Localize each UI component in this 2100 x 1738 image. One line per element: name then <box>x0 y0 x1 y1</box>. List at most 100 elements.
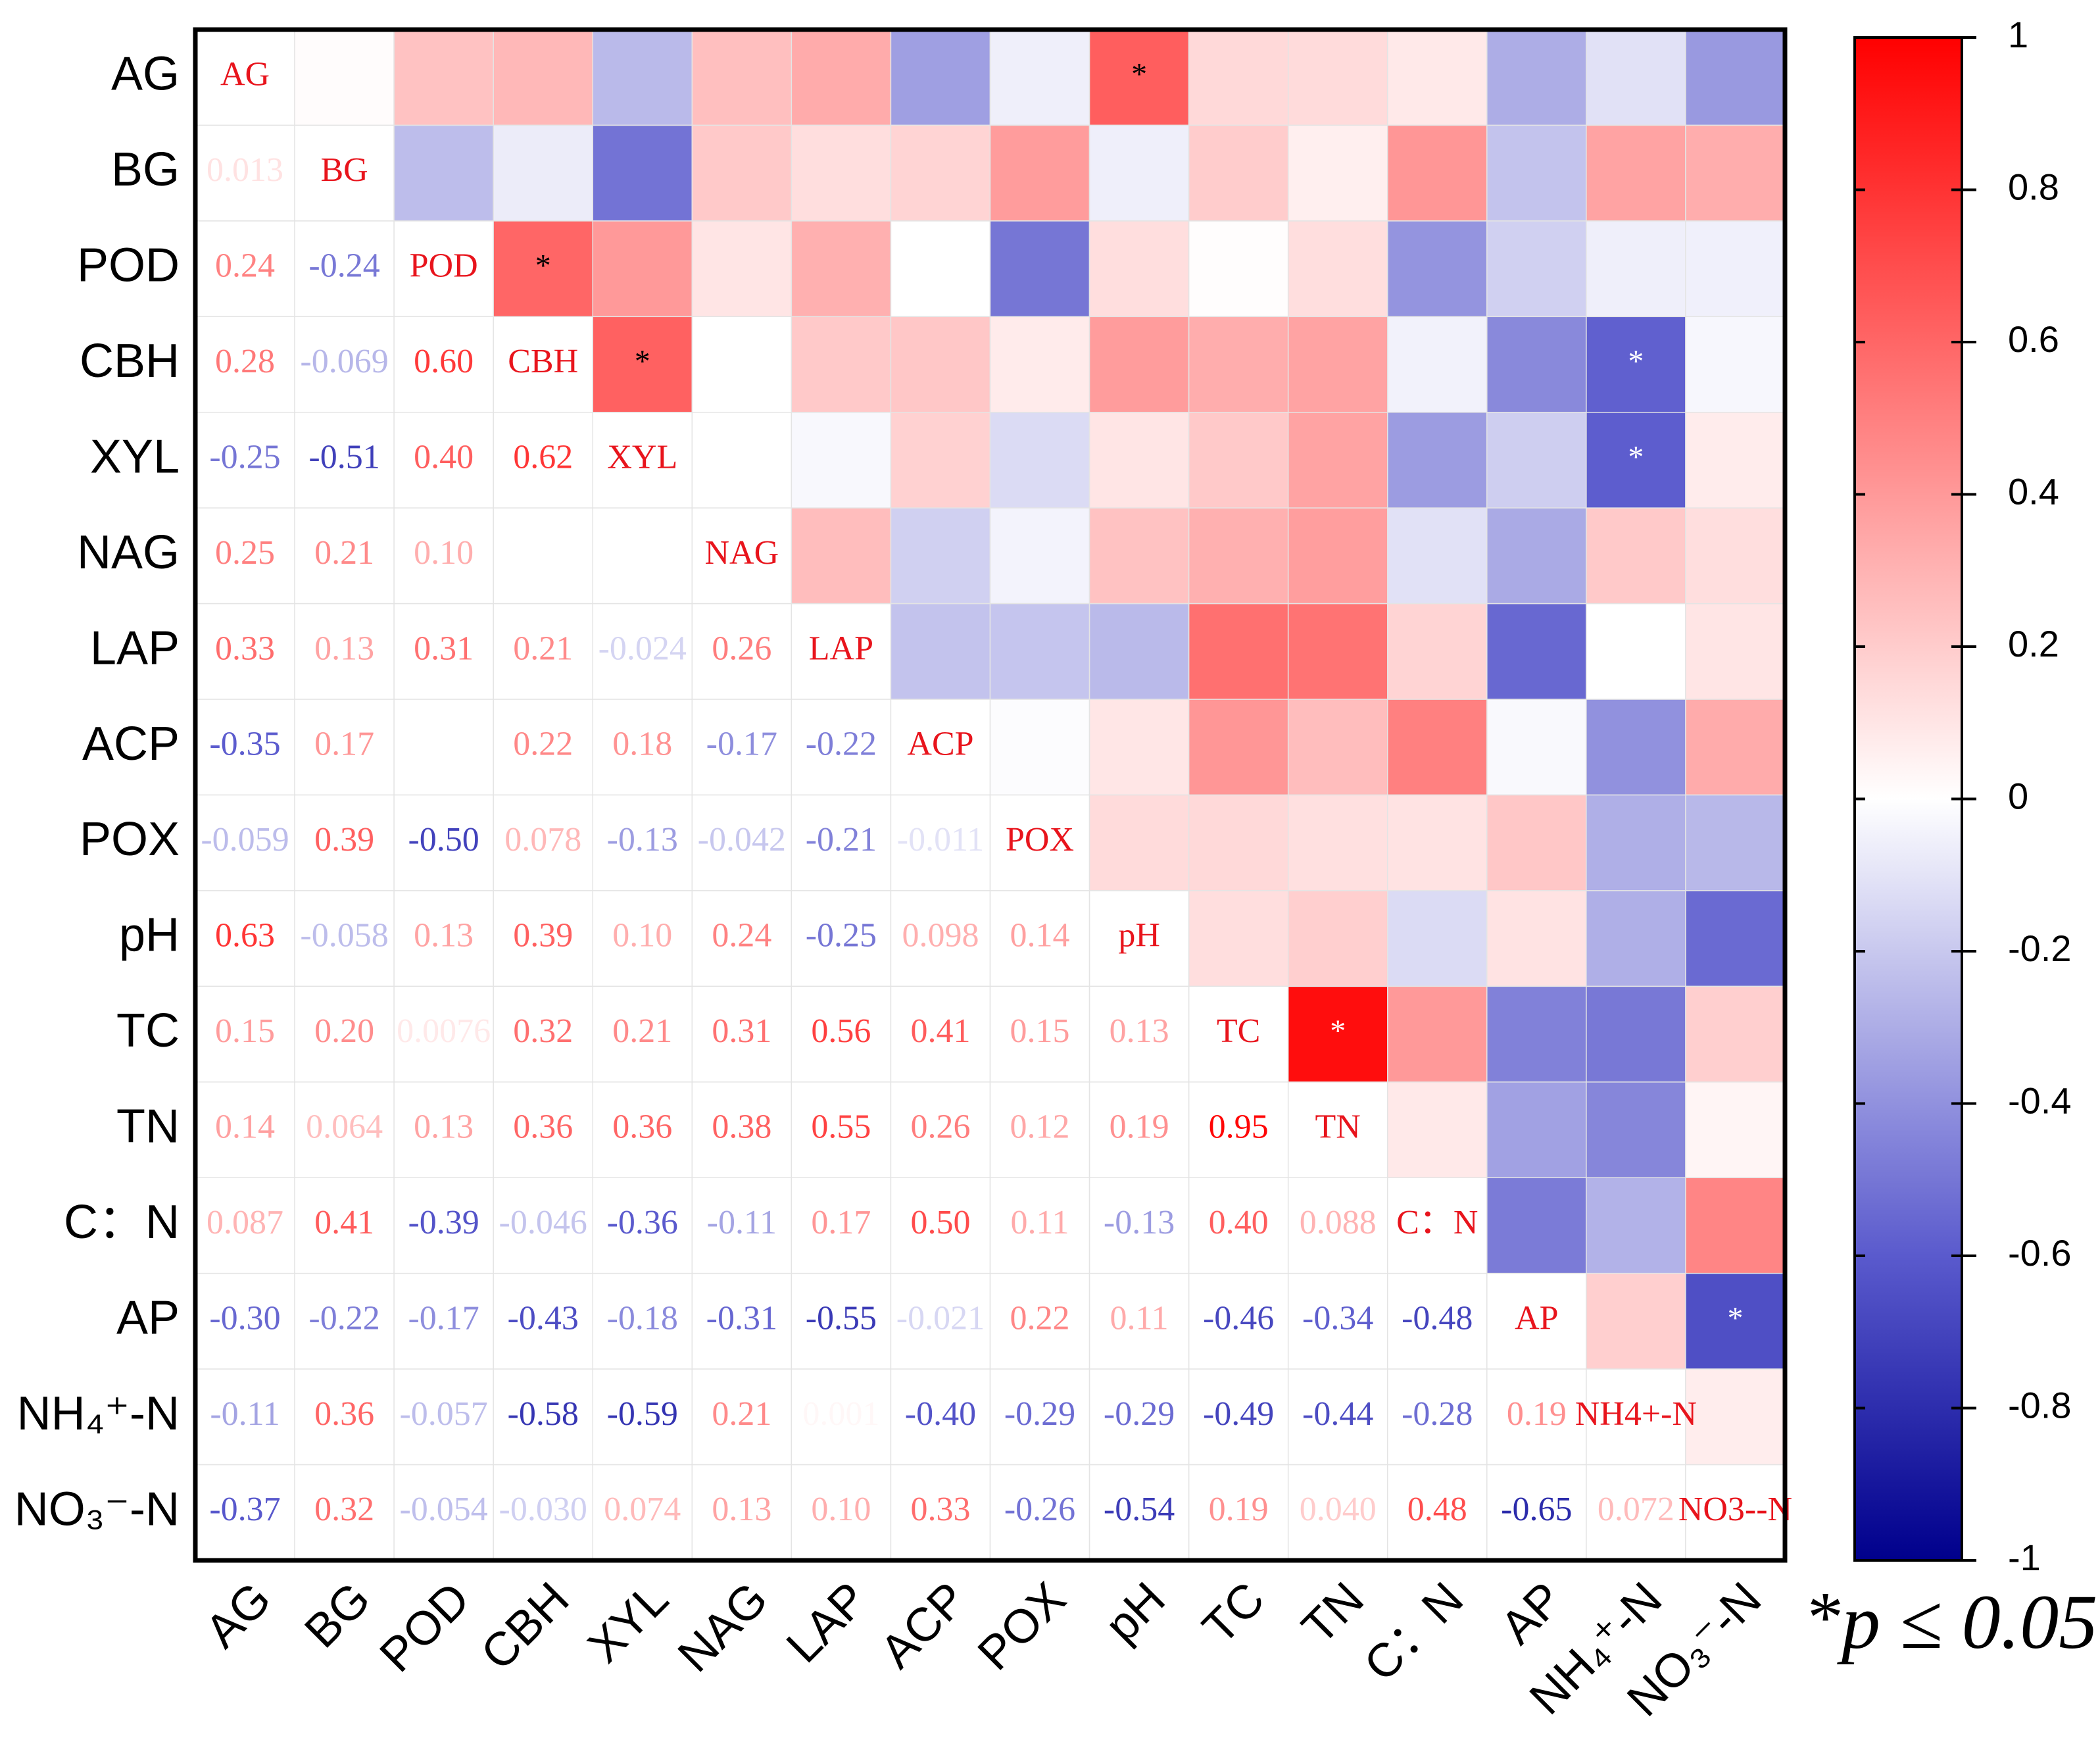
blank-cell <box>493 507 593 605</box>
value-label: 0.21 <box>612 1012 672 1050</box>
value-label: 0.11 <box>1110 1299 1169 1337</box>
heat-cell <box>1685 507 1786 605</box>
value-label: 0.50 <box>910 1204 970 1241</box>
blank-cell <box>791 1081 892 1178</box>
heat-cell <box>989 412 1090 509</box>
value-label: 0.41 <box>314 1204 374 1241</box>
heat-cell <box>890 29 991 126</box>
x-tick-label: XYL <box>578 1572 679 1673</box>
value-label: 0.15 <box>1010 1012 1070 1050</box>
blank-cell <box>1387 1368 1488 1466</box>
heat-cell <box>1188 220 1289 318</box>
heat-cell <box>1486 985 1587 1083</box>
heat-cell <box>791 220 892 318</box>
blank-cell <box>294 412 395 509</box>
heat-cell <box>592 316 693 413</box>
value-label: 0.55 <box>811 1108 871 1145</box>
diagonal-label: XYL <box>607 438 677 476</box>
blank-cell <box>1486 1464 1587 1561</box>
blank-cell <box>691 603 793 700</box>
value-label: 0.078 <box>504 821 581 858</box>
blank-cell <box>1287 1464 1388 1561</box>
value-label: -0.30 <box>209 1299 280 1337</box>
heat-cell <box>1685 699 1786 796</box>
value-label: -0.44 <box>1302 1395 1373 1433</box>
value-label: -0.29 <box>1004 1395 1075 1433</box>
heat-cell <box>1586 412 1686 509</box>
value-label: -0.39 <box>408 1204 479 1241</box>
heat-cell <box>791 316 892 413</box>
x-tick-label: AG <box>195 1572 281 1658</box>
blank-cell <box>393 1272 494 1370</box>
heat-cell <box>890 220 991 318</box>
heat-cell <box>691 220 793 318</box>
value-label: -0.55 <box>806 1299 877 1337</box>
value-label: -0.046 <box>499 1204 587 1241</box>
value-label: 0.18 <box>612 726 672 763</box>
blank-cell <box>791 1177 892 1274</box>
heat-cell <box>1088 29 1190 126</box>
value-label: 0.48 <box>1407 1491 1467 1528</box>
heat-cell <box>1685 890 1786 987</box>
value-label: 0.12 <box>1010 1108 1070 1145</box>
value-label: -0.11 <box>707 1204 777 1241</box>
value-label: -0.13 <box>607 821 678 858</box>
value-label: 0.41 <box>910 1012 970 1050</box>
x-tick-label: LAP <box>777 1572 877 1673</box>
heat-cell <box>1387 794 1488 891</box>
value-label: -0.11 <box>210 1395 280 1433</box>
heat-cell <box>791 124 892 222</box>
heat-cell <box>1685 29 1786 126</box>
heat-cell <box>1685 124 1786 222</box>
heat-cell <box>1387 699 1488 796</box>
blank-cell <box>691 1464 793 1561</box>
blank-cell <box>1287 1081 1388 1178</box>
blank-cell <box>691 507 793 605</box>
blank-cell <box>691 794 793 891</box>
blank-cell <box>1287 1368 1388 1466</box>
blank-cell <box>393 1368 494 1466</box>
value-label: 0.17 <box>811 1204 871 1241</box>
heat-cell <box>989 603 1090 700</box>
value-label: 0.072 <box>1598 1491 1674 1528</box>
blank-cell <box>1387 1272 1488 1370</box>
blank-cell <box>393 412 494 509</box>
heat-cell <box>1188 29 1289 126</box>
heat-cell <box>791 412 892 509</box>
value-label: 0.17 <box>314 726 374 763</box>
value-label: -0.31 <box>706 1299 777 1337</box>
diagonal-label: POX <box>1006 821 1074 858</box>
heat-cell <box>1188 316 1289 413</box>
colorbar-tick-label: 0.2 <box>2008 623 2059 664</box>
heat-cell <box>493 124 593 222</box>
blank-cell <box>294 1368 395 1466</box>
heat-cell <box>1486 124 1587 222</box>
blank-cell <box>691 699 793 796</box>
blank-cell <box>195 699 295 796</box>
heat-cell <box>1287 29 1388 126</box>
heat-cell <box>1387 316 1488 413</box>
heat-cell <box>592 124 693 222</box>
blank-cell <box>1586 1368 1686 1466</box>
value-label: 0.074 <box>604 1491 681 1528</box>
significance-star: * <box>1628 439 1644 474</box>
blank-cell <box>493 985 593 1083</box>
value-label: 0.39 <box>513 917 573 955</box>
heat-cell <box>1486 1177 1587 1274</box>
blank-cell <box>1287 1272 1388 1370</box>
heat-cell <box>1287 699 1388 796</box>
value-label: 0.013 <box>207 151 283 189</box>
significance-star: * <box>1727 1301 1743 1335</box>
blank-cell <box>393 1177 494 1274</box>
heat-cell <box>1387 124 1488 222</box>
blank-cell <box>691 890 793 987</box>
value-label: -0.17 <box>408 1299 479 1337</box>
colorbar-tick-label: 0.8 <box>2008 166 2059 207</box>
blank-cell <box>393 794 494 891</box>
heat-cell <box>1188 890 1289 987</box>
blank-cell <box>592 890 693 987</box>
blank-cell <box>493 412 593 509</box>
heat-cell <box>1188 794 1289 891</box>
blank-cell <box>1685 1464 1786 1561</box>
value-label: 0.064 <box>306 1108 383 1145</box>
